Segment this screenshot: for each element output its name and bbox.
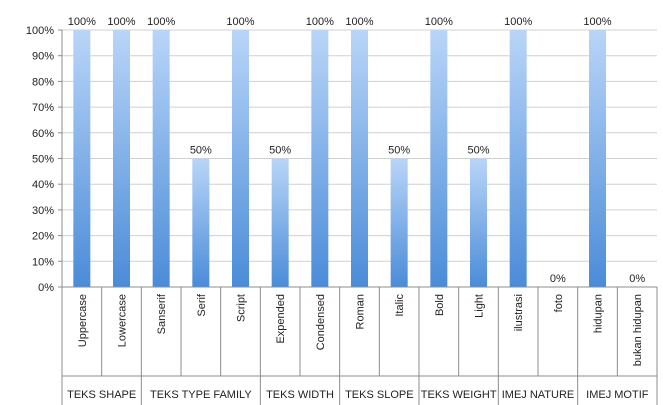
group-label: IMEJ NATURE [502, 389, 575, 401]
bar-series [73, 30, 606, 287]
bar [152, 30, 170, 287]
bar [470, 158, 487, 287]
data-label: 100% [345, 16, 373, 28]
category-label: Script [236, 294, 248, 322]
group-label: TEKS SLOPE [345, 389, 413, 401]
group-label: TEKS WEIGHT [421, 389, 497, 401]
bar [113, 30, 130, 287]
y-tick-label: 80% [32, 76, 54, 88]
data-label: 100% [147, 16, 175, 28]
category-label: Italic [394, 294, 406, 317]
y-tick-label: 30% [32, 205, 54, 217]
y-tick-label: 40% [32, 179, 54, 191]
y-tick-label: 70% [32, 102, 54, 114]
group-label: IMEJ MOTIF [586, 389, 649, 401]
bar [232, 30, 249, 287]
category-label: Bold [434, 294, 446, 316]
bar [192, 158, 210, 287]
category-label: bukan hidupan [632, 294, 644, 366]
data-label: 100% [68, 16, 96, 28]
data-label: 50% [467, 145, 489, 157]
y-tick-label: 100% [26, 25, 54, 37]
data-label: 100% [583, 16, 611, 28]
category-label: Expended [275, 294, 287, 344]
y-tick-label: 60% [32, 128, 54, 140]
data-label: 100% [306, 16, 334, 28]
bar [589, 30, 606, 287]
y-tick-label: 0% [38, 282, 54, 294]
group-label: TEKS SHAPE [67, 389, 136, 401]
category-label: Serif [196, 293, 208, 317]
data-label: 100% [226, 16, 254, 28]
data-label: 100% [504, 16, 532, 28]
category-label: Lowercase [117, 294, 129, 347]
group-label: TEKS TYPE FAMILY [150, 389, 252, 401]
bar [390, 158, 408, 287]
bar [73, 30, 91, 287]
bar [311, 30, 329, 287]
data-label: 50% [388, 145, 410, 157]
category-label: foto [553, 294, 565, 312]
y-tick-label: 10% [32, 256, 54, 268]
data-label: 0% [629, 273, 645, 285]
category-label: Condensed [315, 294, 327, 350]
bar [271, 158, 289, 287]
data-label: 50% [190, 145, 212, 157]
category-label: Roman [355, 294, 367, 329]
bar [430, 30, 448, 287]
bar [509, 30, 527, 287]
data-labels: 100% 100% 100% 50% 100% 50% 100% 100% 50% 100% 50%… [68, 16, 646, 285]
category-label: hidupan [593, 294, 605, 333]
y-axis-ticks: 0% 10% 20% 30% 40% 50% 60% 70% 80% 90% 100% [26, 25, 62, 294]
y-tick-label: 20% [32, 231, 54, 243]
bar [351, 30, 368, 287]
category-labels: Uppercase Lowercase Sanserif Serif Script Exp… [77, 293, 644, 366]
group-labels: TEKS SHAPE TEKS TYPE FAMILY TEKS WIDTH TEKS… [61, 376, 658, 405]
data-label: 0% [550, 273, 566, 285]
y-tick-label: 50% [32, 154, 54, 166]
category-label: Uppercase [77, 294, 89, 347]
y-tick-label: 90% [32, 51, 54, 63]
category-label: ilustrasi [513, 294, 525, 331]
category-label: Light [474, 294, 486, 318]
group-label: TEKS WIDTH [266, 389, 334, 401]
data-label: 100% [107, 16, 135, 28]
data-label: 50% [269, 145, 291, 157]
data-label: 100% [425, 16, 453, 28]
category-label: Sanserif [156, 293, 168, 334]
